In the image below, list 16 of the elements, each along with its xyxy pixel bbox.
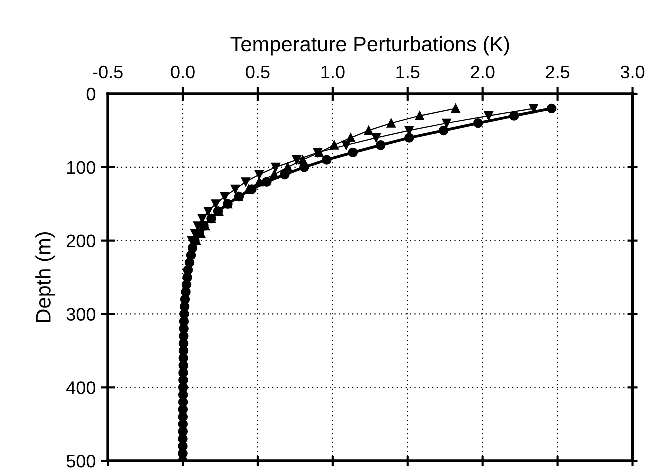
x-tick-label: -0.5	[93, 66, 123, 79]
y-tick-label: 100	[68, 161, 96, 174]
y-tick-label: 500	[66, 455, 96, 468]
x-axis-title: Temperature Perturbations (K)	[230, 36, 510, 56]
x-tick-label: 3.0	[620, 66, 645, 79]
y-axis-title: Depth (m)	[36, 232, 56, 322]
x-tick-label: 1.5	[396, 66, 420, 79]
x-tick-label: 0.0	[171, 66, 195, 79]
x-tick-label: 2.5	[546, 66, 570, 79]
x-tick-label: 2.0	[471, 66, 495, 79]
y-tick-label: 400	[66, 382, 96, 394]
x-tick-label: 1.0	[322, 66, 345, 79]
x-tick-label: 0.5	[246, 66, 270, 79]
y-tick-label: 0	[86, 88, 96, 101]
y-tick-label: 300	[66, 308, 96, 321]
y-tick-label: 200	[67, 234, 96, 248]
